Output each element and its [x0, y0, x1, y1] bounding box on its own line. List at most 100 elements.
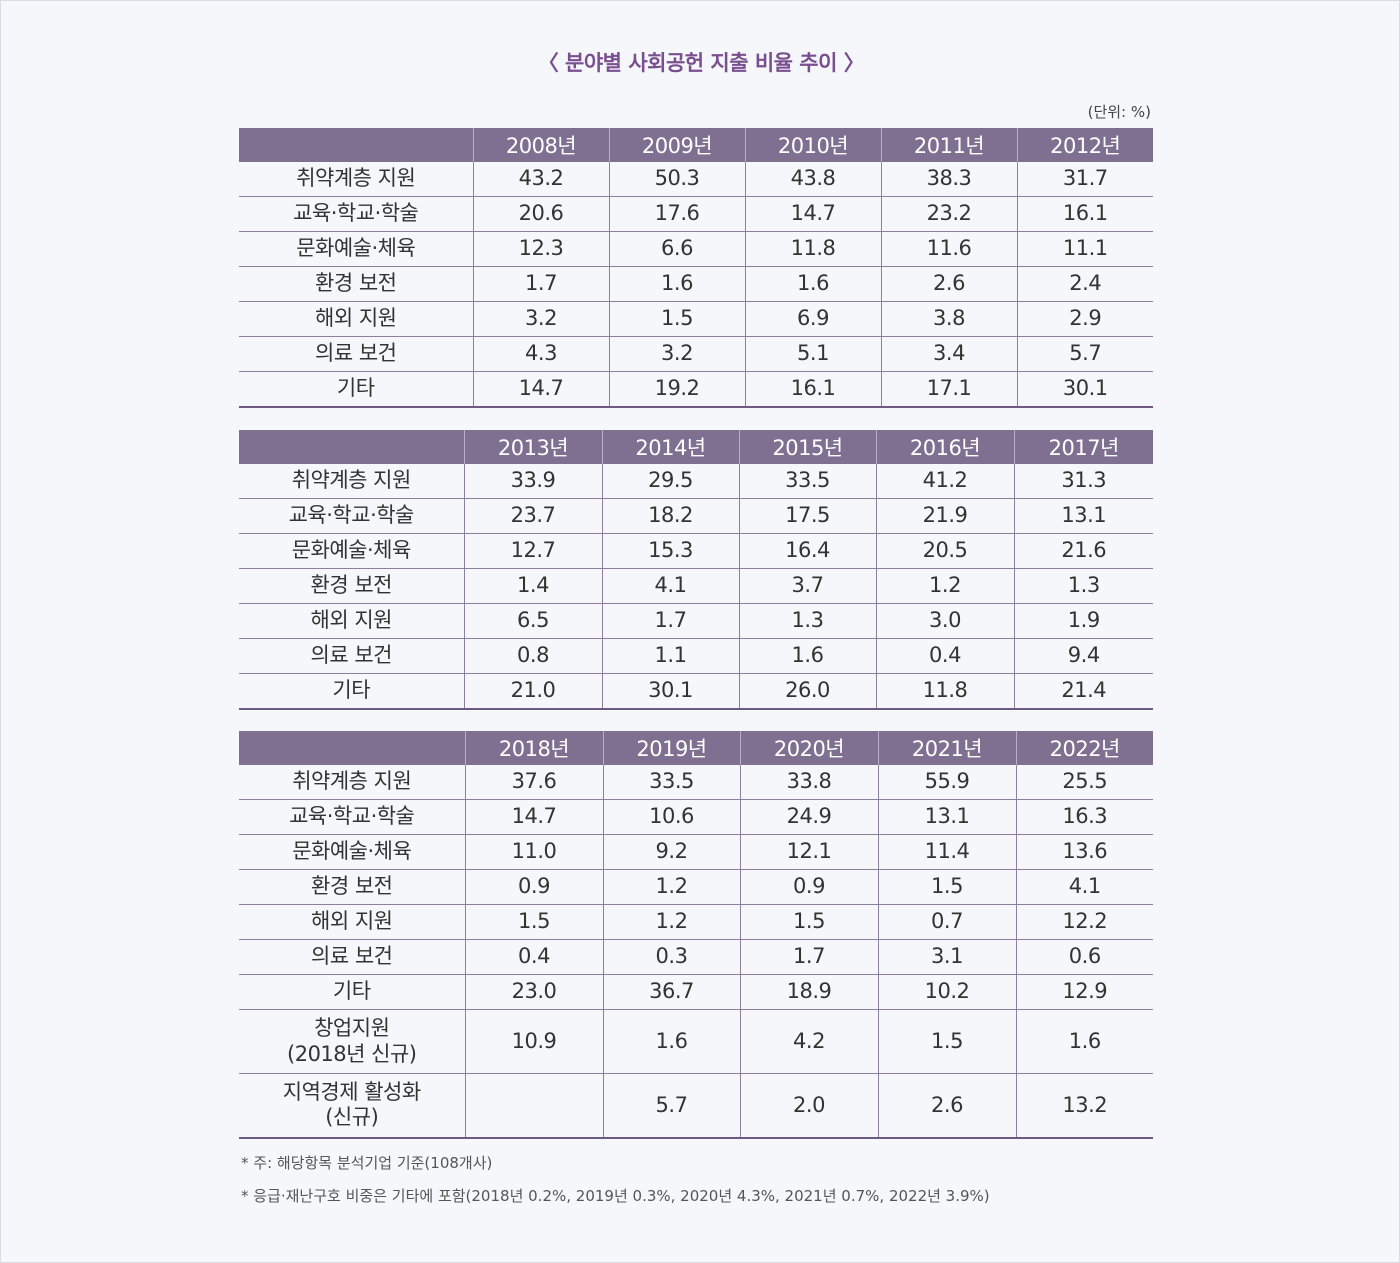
- value-cell: 2.4: [1016, 266, 1153, 302]
- value-cell: 1.2: [602, 869, 740, 905]
- table-row: 해외 지원 6.5 1.7 1.3 3.0 1.9: [239, 603, 1153, 639]
- row-label: 해외 지원: [239, 301, 473, 337]
- row-label-text: 의료 보건: [310, 643, 393, 668]
- row-label-text: 취약계층 지원: [291, 468, 412, 493]
- row-label: 교육·학교·학술: [239, 498, 464, 534]
- table-title: 〈 분야별 사회공헌 지출 비율 추이 〉: [537, 51, 865, 75]
- value-cell: 13.2: [1015, 1073, 1153, 1139]
- row-label-text: 환경 보전: [315, 271, 397, 296]
- value-cell: 43.2: [472, 162, 609, 197]
- value-cell: 23.2: [880, 196, 1017, 232]
- value-cell: 11.0: [464, 834, 603, 870]
- year-header: 2008년: [472, 128, 609, 162]
- value-cell: 24.9: [739, 799, 878, 835]
- table-row: 의료 보건 0.4 0.3 1.7 3.1 0.6: [239, 939, 1153, 975]
- row-label-subtext: (신규): [325, 1105, 379, 1130]
- year-header: 2022년: [1015, 731, 1153, 765]
- header-corner: [239, 731, 465, 765]
- value-cell: 11.4: [877, 834, 1016, 870]
- header-row: 2018년 2019년 2020년 2021년 2022년: [239, 731, 1153, 765]
- row-label: 의료 보건: [239, 336, 473, 372]
- table-row: 환경 보전 0.9 1.2 0.9 1.5 4.1: [239, 869, 1153, 905]
- value-cell: 37.6: [464, 765, 603, 800]
- row-label-text: 기타: [332, 678, 371, 703]
- row-label-text: 의료 보건: [315, 341, 397, 366]
- row-label: 취약계층 지원: [239, 765, 465, 800]
- table-row: 지역경제 활성화 (신규) 5.7 2.0 2.6 13.2: [239, 1073, 1153, 1139]
- year-header: 2015년: [738, 430, 876, 464]
- value-cell: 16.1: [744, 371, 881, 408]
- row-label-text: 교육·학교·학술: [293, 201, 419, 226]
- year-header: 2014년: [601, 430, 739, 464]
- header-row: 2008년 2009년 2010년 2011년 2012년: [239, 128, 1153, 162]
- row-label-text: 문화예술·체육: [296, 236, 416, 261]
- row-label-text: 취약계층 지원: [292, 769, 412, 794]
- footnotes: * 주: 해당항목 분석기업 기준(108개사) * 응급·재난구호 비중은 기…: [241, 1151, 990, 1217]
- value-cell: 0.9: [739, 869, 878, 905]
- value-cell: 20.6: [472, 196, 609, 232]
- table-row: 문화예술·체육 11.0 9.2 12.1 11.4 13.6: [239, 834, 1153, 870]
- row-label-text: 문화예술·체육: [292, 839, 412, 864]
- value-cell: 25.5: [1015, 765, 1153, 800]
- row-label: 취약계층 지원: [239, 162, 473, 197]
- row-label-text: 의료 보건: [311, 944, 393, 969]
- value-cell: 16.1: [1016, 196, 1153, 232]
- value-cell: 36.7: [602, 974, 740, 1010]
- value-cell: 12.2: [1015, 904, 1153, 940]
- row-label: 문화예술·체육: [239, 231, 473, 267]
- value-cell: 20.5: [875, 533, 1014, 569]
- data-table-2013-2017: 2013년 2014년 2015년 2016년 2017년 취약계층 지원 33.9 29.5…: [239, 430, 1153, 710]
- row-label: 해외 지원: [239, 603, 464, 639]
- table-row: 취약계층 지원 37.6 33.5 33.8 55.9 25.5: [239, 765, 1153, 800]
- table-row: 취약계층 지원 33.9 29.5 33.5 41.2 31.3: [239, 464, 1153, 499]
- row-label: 문화예술·체육: [239, 834, 465, 870]
- table-row: 환경 보전 1.4 4.1 3.7 1.2 1.3: [239, 568, 1153, 604]
- value-cell: 10.2: [877, 974, 1016, 1010]
- value-cell: 13.1: [1013, 498, 1153, 534]
- row-label-text: 해외 지원: [311, 909, 393, 934]
- table-row: 창업지원 (2018년 신규) 10.9 1.6 4.2 1.5 1.6: [239, 1009, 1153, 1074]
- value-cell: 50.3: [608, 162, 745, 197]
- data-table-2018-2022: 2018년 2019년 2020년 2021년 2022년 취약계층 지원 37.6 33.5…: [239, 731, 1153, 1139]
- row-label: 교육·학교·학술: [239, 196, 473, 232]
- value-cell: 12.1: [739, 834, 878, 870]
- value-cell: 19.2: [608, 371, 745, 408]
- value-cell: 11.6: [880, 231, 1017, 267]
- value-cell: 21.4: [1013, 673, 1153, 710]
- value-cell: 1.6: [608, 266, 745, 302]
- value-cell: 10.9: [464, 1009, 603, 1074]
- value-cell: 55.9: [877, 765, 1016, 800]
- value-cell: 1.7: [739, 939, 878, 975]
- value-cell: 21.6: [1013, 533, 1153, 569]
- value-cell: 0.4: [464, 939, 603, 975]
- row-label-text: 기타: [336, 376, 375, 401]
- value-cell: 2.9: [1016, 301, 1153, 337]
- value-cell: 17.6: [608, 196, 745, 232]
- value-cell: 16.4: [738, 533, 876, 569]
- value-cell: 0.7: [877, 904, 1016, 940]
- table-row: 기타 23.0 36.7 18.9 10.2 12.9: [239, 974, 1153, 1010]
- value-cell: 17.1: [880, 371, 1017, 408]
- value-cell: 38.3: [880, 162, 1017, 197]
- header-corner: [239, 128, 473, 162]
- row-label: 환경 보전: [239, 568, 464, 604]
- value-cell: 3.2: [608, 336, 745, 372]
- value-cell: 1.9: [1013, 603, 1153, 639]
- row-label-text: 취약계층 지원: [296, 166, 416, 191]
- value-cell: 12.9: [1015, 974, 1153, 1010]
- row-label: 기타: [239, 371, 473, 408]
- row-label-text: 문화예술·체육: [291, 538, 412, 563]
- value-cell: 1.1: [601, 638, 739, 674]
- table-row: 환경 보전 1.7 1.6 1.6 2.6 2.4: [239, 266, 1153, 302]
- value-cell: 31.3: [1013, 464, 1153, 499]
- value-cell: 31.7: [1016, 162, 1153, 197]
- table-row: 해외 지원 3.2 1.5 6.9 3.8 2.9: [239, 301, 1153, 337]
- value-cell: 18.2: [601, 498, 739, 534]
- value-cell: 15.3: [601, 533, 739, 569]
- value-cell: 3.2: [472, 301, 609, 337]
- value-cell: 2.6: [880, 266, 1017, 302]
- row-label-text: 교육·학교·학술: [288, 503, 415, 528]
- unit-label: (단위: %): [1087, 103, 1151, 121]
- value-cell: 23.0: [464, 974, 603, 1010]
